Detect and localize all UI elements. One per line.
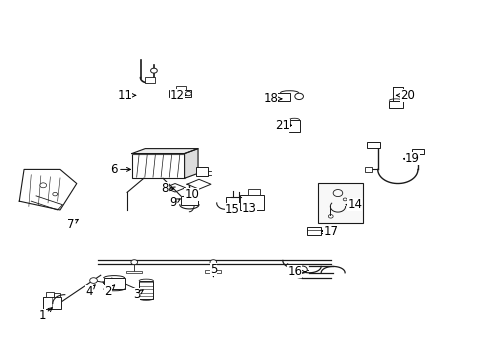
Bar (205, 270, 221, 273)
Bar (43, 297, 61, 310)
Bar (103, 278, 124, 289)
Polygon shape (164, 184, 185, 192)
Text: 19: 19 (403, 152, 419, 165)
Circle shape (131, 260, 137, 265)
Text: 1: 1 (39, 308, 52, 322)
Bar (54, 293, 60, 297)
Bar (239, 195, 263, 210)
Circle shape (53, 192, 58, 196)
Text: 2: 2 (104, 285, 114, 298)
Text: 8: 8 (162, 182, 173, 195)
Bar (306, 226, 321, 235)
Circle shape (150, 68, 157, 73)
Polygon shape (392, 86, 409, 100)
Bar (284, 119, 289, 126)
Text: 21: 21 (275, 119, 291, 132)
Polygon shape (184, 149, 198, 178)
Polygon shape (186, 179, 210, 189)
Text: 20: 20 (396, 89, 414, 102)
Bar (145, 77, 155, 83)
Polygon shape (19, 170, 77, 210)
Text: 10: 10 (184, 188, 199, 201)
Bar (411, 149, 424, 154)
Circle shape (185, 91, 191, 96)
Text: 15: 15 (224, 203, 240, 216)
Circle shape (40, 183, 46, 188)
Bar (288, 120, 299, 132)
Bar (226, 197, 238, 206)
Circle shape (297, 266, 306, 273)
Text: 9: 9 (168, 197, 180, 210)
Bar (195, 167, 207, 176)
Text: 3: 3 (133, 288, 143, 301)
Polygon shape (31, 196, 62, 210)
Bar (181, 196, 198, 205)
Bar (366, 142, 379, 148)
Circle shape (294, 93, 303, 100)
Bar (365, 167, 371, 172)
Bar (233, 197, 239, 202)
Bar (248, 189, 260, 195)
Bar (139, 281, 153, 298)
Polygon shape (132, 149, 198, 153)
Text: 6: 6 (110, 163, 130, 176)
Bar (317, 183, 363, 223)
Text: 16: 16 (287, 265, 305, 278)
Circle shape (209, 260, 216, 265)
Bar (132, 154, 184, 178)
Text: 14: 14 (346, 198, 362, 211)
Text: 13: 13 (242, 202, 256, 215)
Text: 7: 7 (67, 217, 78, 231)
Bar (169, 90, 190, 97)
Bar (271, 93, 289, 100)
Text: 5: 5 (209, 264, 217, 276)
Text: 18: 18 (263, 93, 281, 105)
Circle shape (89, 278, 97, 283)
Bar (388, 101, 402, 108)
Text: 17: 17 (322, 225, 338, 238)
Bar (45, 292, 54, 297)
Text: 12: 12 (169, 89, 185, 102)
Text: 4: 4 (85, 285, 95, 298)
Bar (126, 271, 142, 274)
Text: 11: 11 (117, 89, 135, 102)
Bar (176, 86, 185, 90)
